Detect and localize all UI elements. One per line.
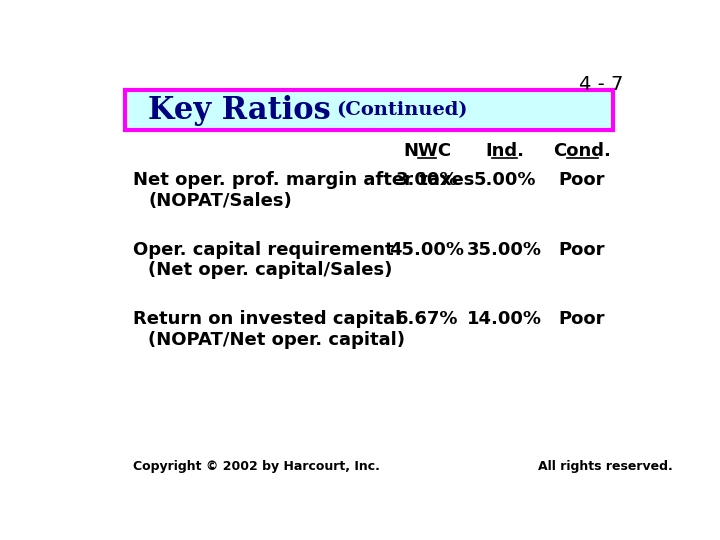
Text: 3.00%: 3.00% <box>396 171 459 190</box>
Text: Poor: Poor <box>559 241 606 259</box>
Text: (NOPAT/Net oper. capital): (NOPAT/Net oper. capital) <box>148 330 405 349</box>
Text: (Continued): (Continued) <box>336 101 468 119</box>
Text: 35.00%: 35.00% <box>467 241 542 259</box>
Text: Net oper. prof. margin after taxes: Net oper. prof. margin after taxes <box>132 171 474 190</box>
Text: 4 - 7: 4 - 7 <box>580 75 624 93</box>
Text: 14.00%: 14.00% <box>467 310 542 328</box>
Text: Poor: Poor <box>559 171 606 190</box>
Text: 6.67%: 6.67% <box>396 310 459 328</box>
Text: Ind.: Ind. <box>485 142 524 160</box>
Text: Oper. capital requirement: Oper. capital requirement <box>132 241 393 259</box>
FancyBboxPatch shape <box>125 90 613 130</box>
Text: (NOPAT/Sales): (NOPAT/Sales) <box>148 192 292 210</box>
Text: All rights reserved.: All rights reserved. <box>538 460 672 473</box>
Text: Copyright © 2002 by Harcourt, Inc.: Copyright © 2002 by Harcourt, Inc. <box>132 460 379 473</box>
Text: (Net oper. capital/Sales): (Net oper. capital/Sales) <box>148 261 392 279</box>
Text: Return on invested capital: Return on invested capital <box>132 310 401 328</box>
Text: 5.00%: 5.00% <box>473 171 536 190</box>
Text: Cond.: Cond. <box>553 142 611 160</box>
Text: Key Ratios: Key Ratios <box>148 94 330 126</box>
Text: Poor: Poor <box>559 310 606 328</box>
Text: NWC: NWC <box>403 142 451 160</box>
Text: 45.00%: 45.00% <box>390 241 464 259</box>
